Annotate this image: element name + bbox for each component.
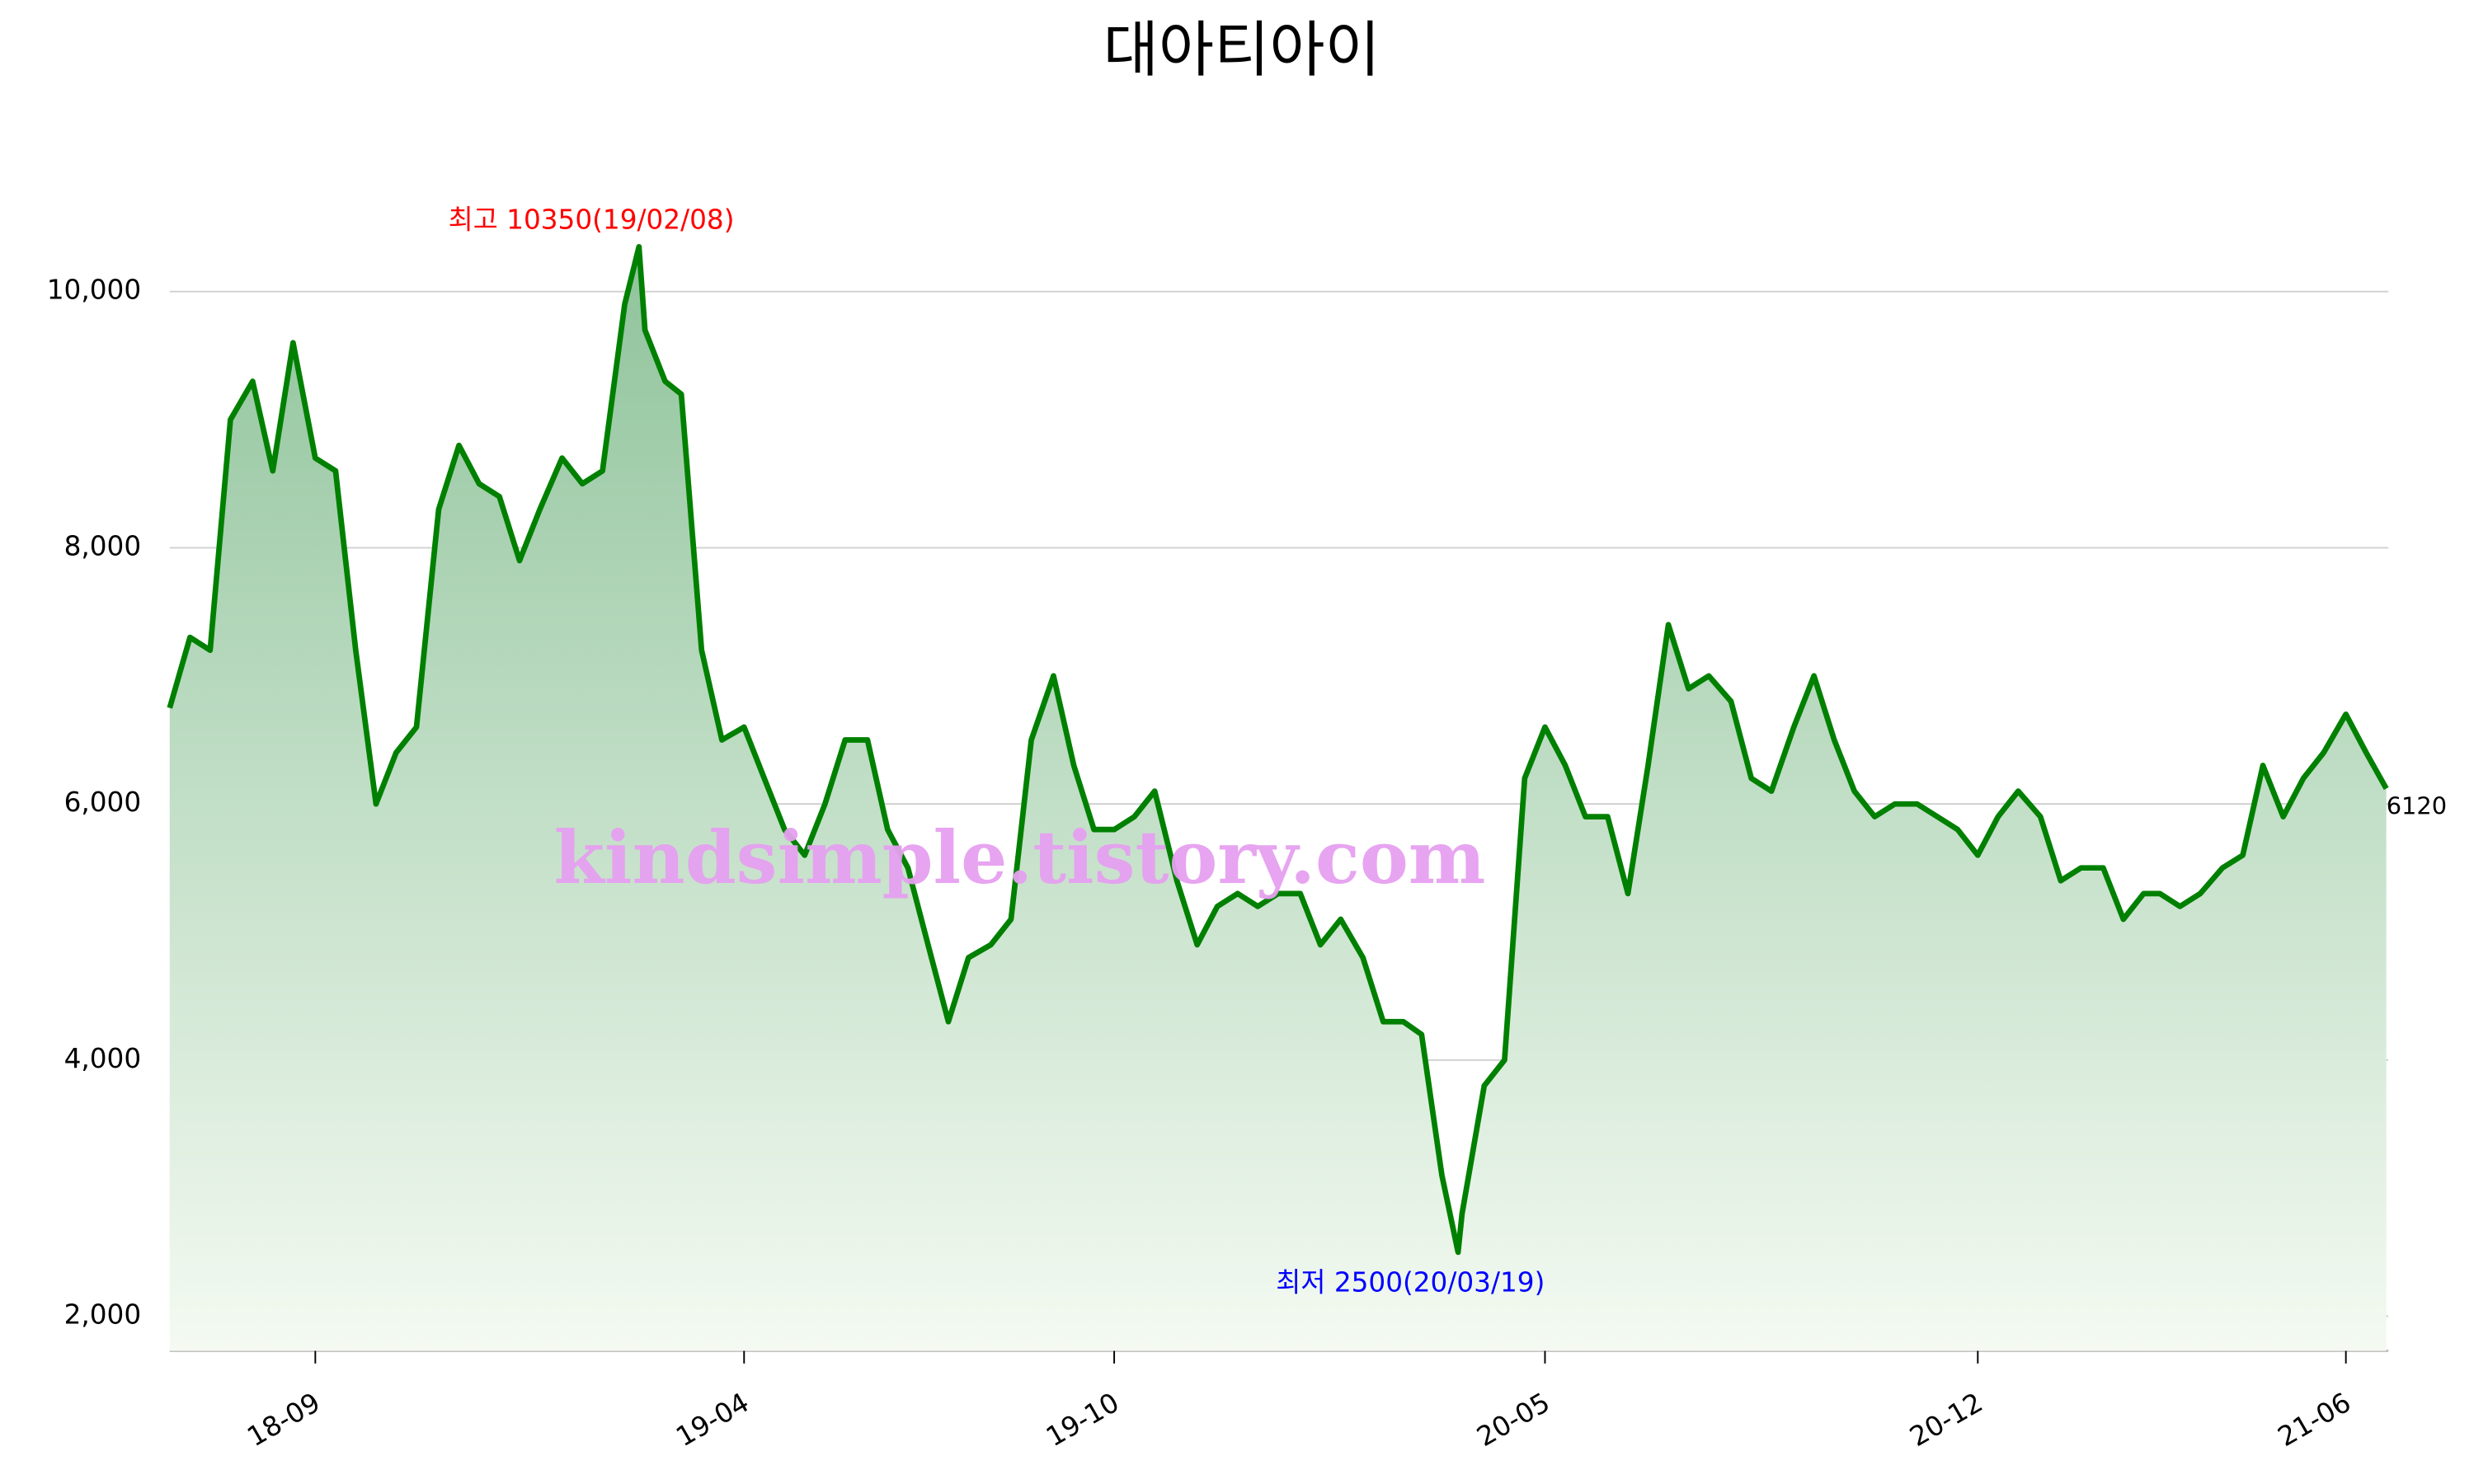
- chart-title: 대아티아이: [1103, 15, 1380, 85]
- watermark: kindsimple.tistory.com: [554, 815, 1486, 900]
- y-tick-label: 6,000: [64, 787, 142, 818]
- y-tick-label: 2,000: [64, 1299, 142, 1331]
- y-tick-label: 4,000: [64, 1043, 142, 1074]
- x-tick-label: 19-04: [670, 1387, 754, 1453]
- x-tick-label: 20-05: [1472, 1387, 1555, 1453]
- annotation: 최고 10350(19/02/08): [449, 204, 735, 236]
- last-value-label: 6120: [2387, 792, 2447, 820]
- annotation: 최저 2500(20/03/19): [1276, 1266, 1545, 1298]
- y-tick-label: 8,000: [64, 530, 142, 561]
- x-tick-label: 21-06: [2273, 1387, 2356, 1453]
- price-line: [167, 244, 2389, 1256]
- x-tick-label: 18-09: [242, 1387, 325, 1453]
- x-tick-label: 20-12: [1904, 1387, 1987, 1453]
- y-tick-label: 10,000: [47, 275, 141, 306]
- x-tick-label: 19-10: [1041, 1387, 1124, 1453]
- area: [169, 247, 2387, 1351]
